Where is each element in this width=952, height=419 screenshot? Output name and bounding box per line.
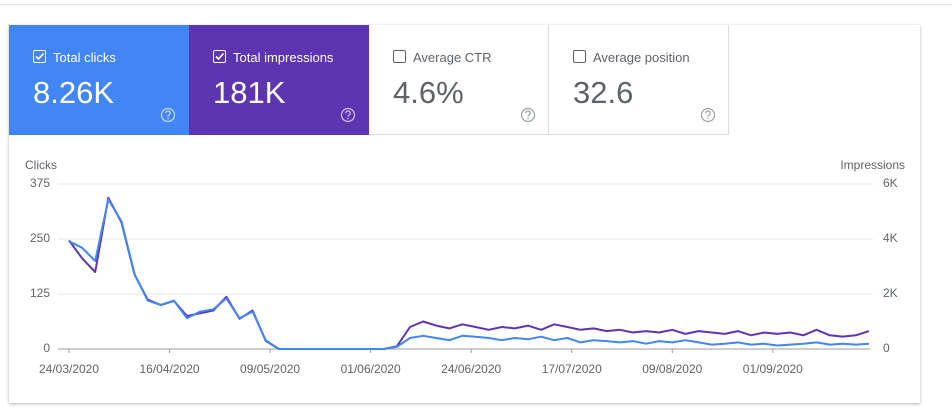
x-tick-label: 24/06/2020 xyxy=(441,362,501,376)
metric-label: Total clicks xyxy=(53,50,116,65)
check-stroke xyxy=(215,52,225,61)
y-tick-label: 0 xyxy=(43,341,50,355)
metric-value: 8.26K xyxy=(33,75,115,110)
x-tick-label: 16/04/2020 xyxy=(140,362,200,376)
y2-tick-label: 2K xyxy=(883,286,898,300)
series-line xyxy=(68,196,870,350)
y-axis-label: Clicks xyxy=(25,158,57,172)
y2-tick-label: 6K xyxy=(883,176,898,190)
x-tick-label: 09/05/2020 xyxy=(240,362,300,376)
checkbox[interactable] xyxy=(213,50,226,63)
metric-label: Average CTR xyxy=(413,50,492,65)
metric-value: 32.6 xyxy=(573,75,634,110)
help-dot xyxy=(167,117,169,120)
help-icon[interactable] xyxy=(520,107,536,123)
x-tick-label: 01/06/2020 xyxy=(341,362,401,376)
help-mark xyxy=(705,110,711,117)
y-tick-label: 125 xyxy=(30,286,50,300)
help-dot xyxy=(527,117,529,120)
metric-label: Total impressions xyxy=(233,50,334,65)
checkbox[interactable] xyxy=(33,50,46,63)
checkbox[interactable] xyxy=(573,50,586,63)
x-tick-label: 17/07/2020 xyxy=(542,362,602,376)
x-tick-label: 01/09/2020 xyxy=(743,362,803,376)
help-mark xyxy=(165,110,171,117)
performance-panel: Total clicks 8.26K Total impressions 181K Av… xyxy=(9,25,920,403)
metric-value: 4.6% xyxy=(393,75,464,110)
help-dot xyxy=(347,117,349,120)
metric-card[interactable]: Average CTR 4.6% xyxy=(369,25,549,135)
help-circle xyxy=(160,107,176,123)
metric-card[interactable]: Total clicks 8.26K xyxy=(9,25,189,135)
help-circle xyxy=(340,107,356,123)
x-tick-label: 24/03/2020 xyxy=(39,362,99,376)
check-mark xyxy=(215,52,225,61)
help-mark xyxy=(345,110,351,117)
y2-axis-label: Impressions xyxy=(840,158,905,172)
help-icon[interactable] xyxy=(340,107,356,123)
metric-label: Average position xyxy=(593,50,690,65)
series-line xyxy=(68,198,870,350)
help-circle xyxy=(520,107,536,123)
help-icon[interactable] xyxy=(160,107,176,123)
help-circle xyxy=(700,107,716,123)
check-mark xyxy=(35,52,45,61)
help-mark xyxy=(525,110,531,117)
help-dot xyxy=(707,117,709,120)
y2-tick-label: 0 xyxy=(883,341,890,355)
x-tick-label: 09/08/2020 xyxy=(642,362,702,376)
y-tick-label: 375 xyxy=(30,176,50,190)
y-tick-label: 250 xyxy=(30,231,50,245)
metric-value: 181K xyxy=(213,75,286,110)
checkbox[interactable] xyxy=(393,50,406,63)
y2-tick-label: 4K xyxy=(883,231,898,245)
metric-card[interactable]: Total impressions 181K xyxy=(189,25,369,135)
metric-card[interactable]: Average position 32.6 xyxy=(549,25,729,135)
top-divider xyxy=(0,4,952,5)
check-stroke xyxy=(35,52,45,61)
help-icon[interactable] xyxy=(700,107,716,123)
